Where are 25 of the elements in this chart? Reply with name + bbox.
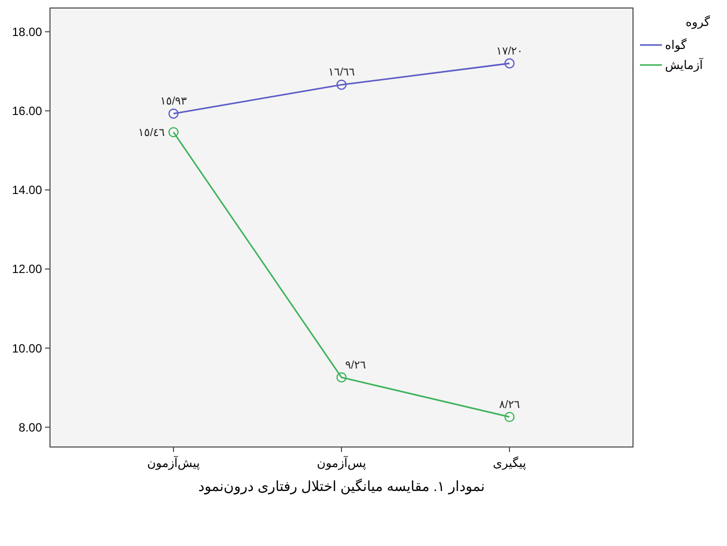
legend-label: آزمایش [665, 57, 704, 72]
legend-title: گروه [686, 15, 710, 29]
y-tick-label: 14.00 [12, 183, 42, 198]
data-label: ١٥/٤٦ [138, 127, 165, 140]
y-tick-label: 18.00 [12, 24, 42, 39]
x-tick-label: پیگیری [492, 456, 526, 470]
point [336, 372, 347, 382]
legend-label: گواه [665, 38, 687, 52]
point [504, 58, 515, 68]
y-tick-label: 10.00 [12, 341, 42, 356]
y-tick-label: 12.00 [12, 262, 42, 276]
point [168, 127, 179, 138]
y-tick-label: 16.00 [12, 104, 42, 118]
point [336, 80, 347, 90]
data-label: ٨/٢٦ [499, 398, 520, 411]
point [504, 412, 515, 422]
data-label: ١٦/٦٦ [328, 66, 355, 79]
data-label: ٩/٢٦ [345, 359, 366, 372]
data-label: ١٧/٢٠ [496, 45, 523, 58]
text: نمودار ۱. مقایسه میانگین اختلال رفتاری درون‌نمود [198, 478, 485, 495]
point [168, 108, 179, 119]
y-tick-label: 8.00 [18, 420, 42, 434]
x-tick-label: پس‌آزمون [316, 455, 366, 470]
x-tick-label: پیش‌آزمون [147, 455, 200, 470]
data-label: ١٥/٩٣ [160, 96, 187, 108]
